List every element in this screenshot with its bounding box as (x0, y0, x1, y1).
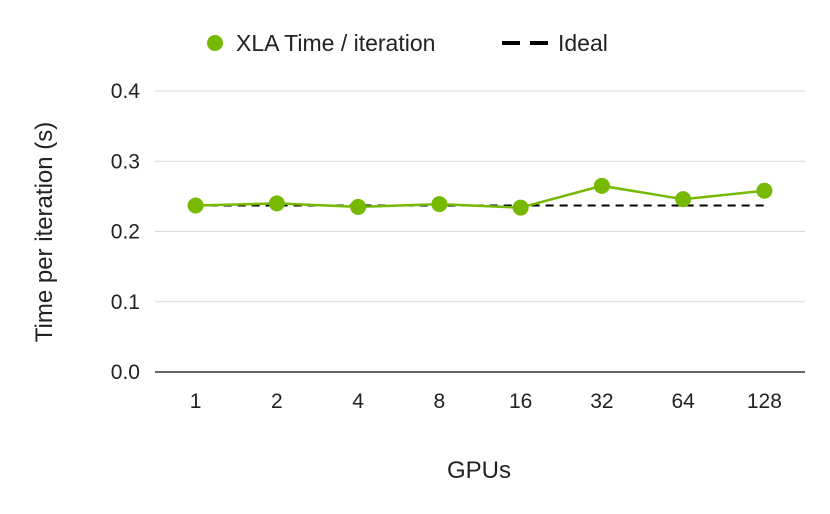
series-xla (187, 177, 773, 216)
xla-point-16 (512, 199, 529, 216)
y-tick-labels: 0.0 0.1 0.2 0.3 0.4 (111, 80, 141, 384)
x-axis-title: GPUs (447, 457, 511, 484)
x-tick-label-5: 32 (590, 390, 613, 413)
xla-point-4 (350, 198, 367, 215)
legend: XLA Time / iteration Ideal (207, 30, 608, 56)
x-tick-label-0: 1 (190, 390, 202, 413)
x-tick-label-4: 16 (509, 390, 532, 413)
y-axis-title: Time per iteration (s) (31, 122, 58, 343)
y-tick-label-1: 0.1 (111, 291, 140, 314)
legend-marker-xla (207, 35, 223, 51)
x-tick-label-7: 128 (747, 390, 782, 413)
xla-point-64 (675, 191, 692, 208)
x-tick-label-1: 2 (271, 390, 283, 413)
x-tick-label-6: 64 (671, 390, 695, 413)
y-tick-label-0: 0.0 (111, 361, 140, 384)
series-xla-line (195, 184, 765, 209)
y-tick-label-4: 0.4 (111, 80, 141, 103)
x-tick-label-3: 8 (434, 390, 446, 413)
legend-label-xla: XLA Time / iteration (236, 30, 435, 56)
legend-label-ideal: Ideal (558, 30, 608, 56)
xla-point-32 (593, 177, 610, 194)
xla-point-2 (268, 195, 285, 212)
y-tick-label-3: 0.3 (111, 150, 140, 173)
x-tick-labels: 1 2 4 8 16 32 64 128 (190, 390, 782, 413)
xla-point-1 (187, 197, 204, 214)
gridlines (155, 90, 805, 373)
y-tick-label-2: 0.2 (111, 221, 140, 244)
xla-point-128 (756, 182, 773, 199)
x-tick-label-2: 4 (352, 390, 364, 413)
xla-point-8 (431, 196, 448, 213)
